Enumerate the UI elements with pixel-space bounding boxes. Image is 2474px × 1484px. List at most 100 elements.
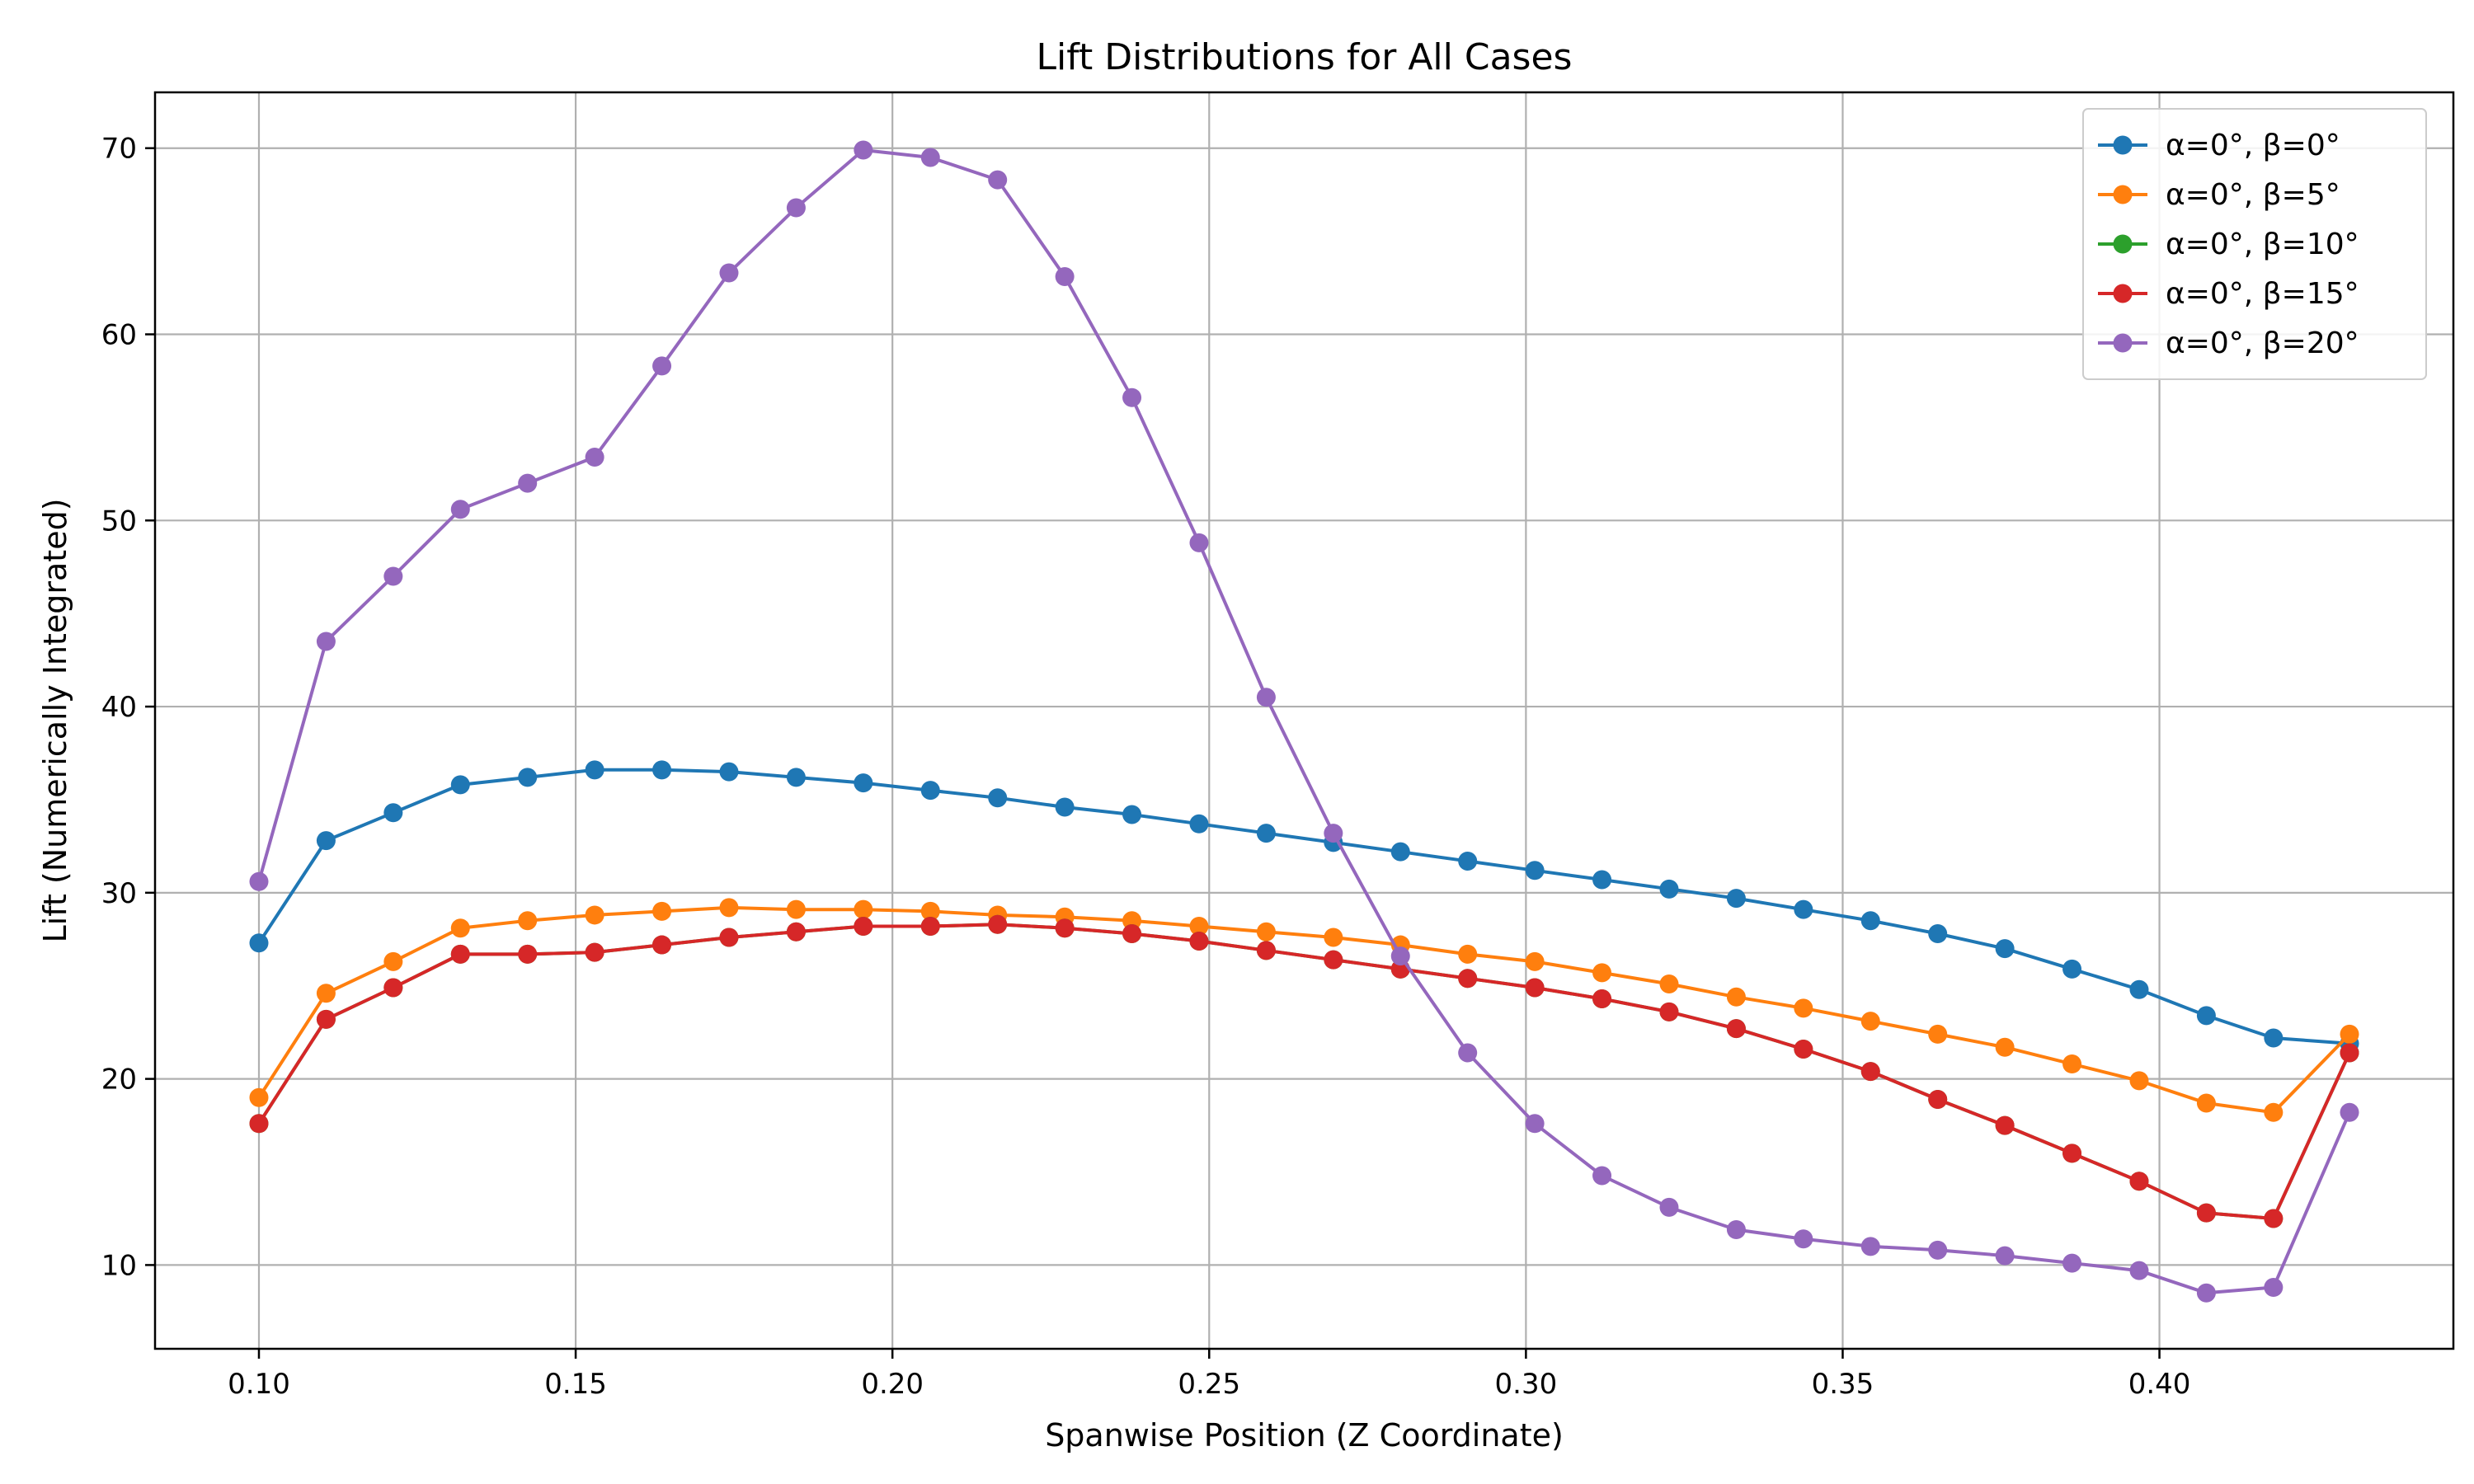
- data-point: [518, 473, 538, 493]
- data-point: [2340, 1024, 2359, 1044]
- data-point: [854, 140, 873, 160]
- data-point: [1794, 998, 1813, 1018]
- data-point: [2340, 1102, 2359, 1122]
- data-point: [585, 448, 604, 467]
- data-point: [786, 922, 806, 942]
- legend-marker: [2113, 234, 2133, 254]
- data-point: [1256, 941, 1276, 960]
- legend-item: α=0°, β=5°: [2098, 178, 2340, 212]
- data-point: [316, 1009, 336, 1029]
- y-tick-label: 60: [101, 319, 137, 352]
- legend-marker: [2113, 284, 2133, 303]
- y-tick-label: 40: [101, 691, 137, 724]
- data-point: [1794, 899, 1813, 919]
- data-point: [1995, 939, 2015, 959]
- data-point: [1189, 533, 1209, 552]
- data-point: [1324, 928, 1343, 947]
- data-point: [383, 951, 403, 971]
- data-point: [1189, 916, 1209, 936]
- data-point: [719, 928, 739, 947]
- data-point: [585, 942, 604, 962]
- data-point: [450, 775, 470, 795]
- data-point: [1458, 944, 1478, 964]
- data-point: [719, 762, 739, 782]
- data-point: [1390, 842, 1410, 862]
- series-line: [257, 148, 2351, 1295]
- data-point: [920, 148, 940, 167]
- data-point: [249, 1087, 269, 1107]
- data-point: [854, 899, 873, 919]
- legend-label: α=0°, β=10°: [2166, 228, 2359, 261]
- data-point: [2196, 1203, 2216, 1223]
- data-point: [652, 935, 672, 955]
- data-point: [1525, 951, 1545, 971]
- series: [249, 140, 2359, 1303]
- data-point: [518, 768, 538, 787]
- y-tick-label: 20: [101, 1064, 137, 1097]
- data-point: [2062, 1144, 2082, 1163]
- data-point: [1055, 918, 1075, 938]
- data-point: [1995, 1246, 2015, 1266]
- x-tick-label: 0.35: [1812, 1368, 1874, 1401]
- data-point: [1726, 987, 1746, 1007]
- data-point: [786, 198, 806, 218]
- data-point: [1659, 879, 1679, 899]
- data-point: [1659, 1002, 1679, 1021]
- data-point: [2264, 1102, 2284, 1122]
- data-point: [920, 916, 940, 936]
- x-tick-label: 0.25: [1178, 1368, 1240, 1401]
- legend-item: α=0°, β=20°: [2098, 326, 2359, 360]
- series-line: [257, 905, 2351, 1115]
- data-point: [1256, 688, 1276, 707]
- data-point: [518, 911, 538, 931]
- x-axis-label: Spanwise Position (Z Coordinate): [1045, 1417, 1564, 1453]
- data-point: [1659, 974, 1679, 993]
- data-point: [719, 263, 739, 283]
- data-point: [249, 933, 269, 953]
- y-tick-label: 50: [101, 505, 137, 538]
- x-tick-label: 0.20: [861, 1368, 924, 1401]
- data-point: [1525, 978, 1545, 998]
- data-point: [1726, 1220, 1746, 1240]
- data-point: [1324, 824, 1343, 843]
- data-point: [988, 170, 1008, 190]
- data-point: [1592, 870, 1612, 890]
- legend-label: α=0°, β=20°: [2166, 326, 2359, 360]
- series-line: [257, 768, 2350, 1045]
- data-point: [383, 566, 403, 586]
- x-tick-label: 0.10: [228, 1368, 290, 1401]
- data-point: [988, 788, 1008, 808]
- data-point: [1390, 946, 1410, 966]
- data-point: [652, 901, 672, 921]
- data-point: [1324, 950, 1343, 970]
- data-point: [249, 871, 269, 891]
- axis-ticks: 0.10 0.15 0.20 0.25 0.30 0.35 0.40 10 20 30 40 50 60…: [101, 133, 2191, 1401]
- legend-marker: [2113, 135, 2133, 155]
- grid: [155, 92, 2453, 1349]
- legend-item: α=0°, β=15°: [2098, 277, 2359, 311]
- data-point: [2062, 959, 2082, 979]
- legend-item: α=0°, β=10°: [2098, 228, 2359, 261]
- data-point: [450, 918, 470, 938]
- data-point: [585, 760, 604, 780]
- data-point: [2340, 1043, 2359, 1063]
- legend-box: [2082, 108, 2427, 380]
- data-point: [1794, 1229, 1813, 1249]
- data-point: [1256, 824, 1276, 843]
- data-point: [920, 901, 940, 921]
- data-point: [1928, 924, 1948, 944]
- data-point: [2129, 979, 2149, 999]
- data-point: [786, 768, 806, 787]
- legend-label: α=0°, β=5°: [2166, 178, 2340, 212]
- data-point: [249, 1114, 269, 1134]
- data-point: [1189, 932, 1209, 951]
- data-point: [854, 773, 873, 793]
- legend-item: α=0°, β=0°: [2098, 129, 2340, 162]
- data-point: [1592, 1166, 1612, 1186]
- data-point: [1860, 1237, 1880, 1256]
- data-point: [1860, 911, 1880, 931]
- data-point: [786, 899, 806, 919]
- y-tick-label: 10: [101, 1249, 137, 1282]
